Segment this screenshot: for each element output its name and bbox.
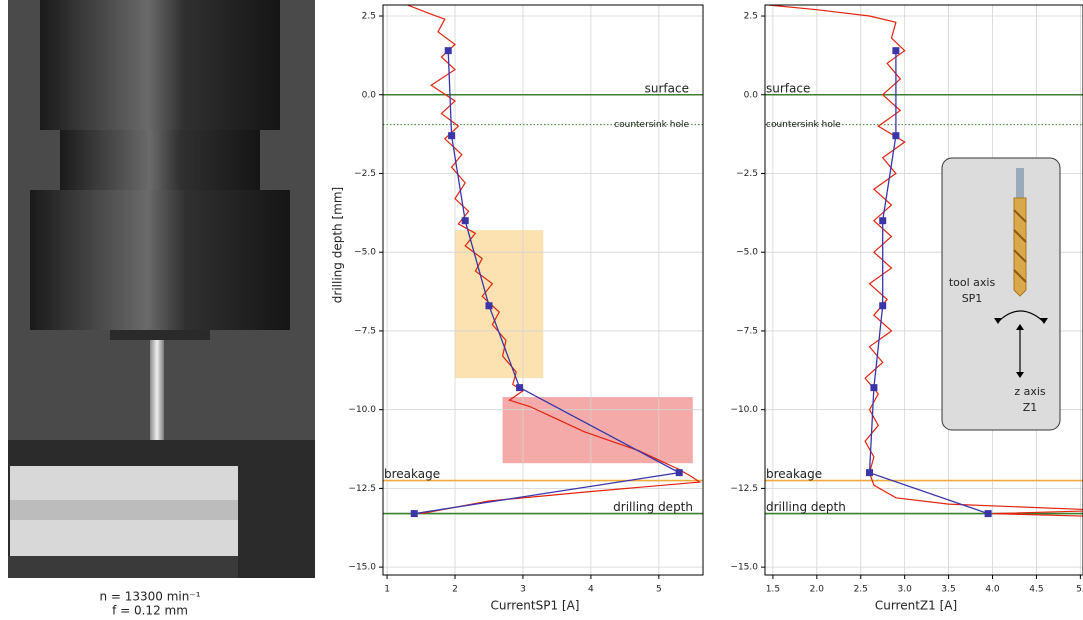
marker [892, 47, 899, 54]
marker [892, 132, 899, 139]
x-tick-label: 2 [452, 585, 458, 595]
annotation: drilling depth [613, 500, 693, 514]
x-tick-label: 5 [656, 585, 662, 595]
x-tick-label: 4 [588, 585, 594, 595]
inset-label: z axis [1014, 385, 1046, 398]
marker [485, 302, 492, 309]
y-tick-label: −5.0 [736, 248, 758, 258]
y-tick-label: −2.5 [736, 169, 758, 179]
x-tick-label: 1.5 [766, 585, 780, 595]
annotation: surface [766, 81, 810, 95]
y-tick-label: −10.0 [730, 405, 758, 415]
x-tick-label: 2.0 [810, 585, 825, 595]
x-axis-label: CurrentSP1 [A] [491, 599, 580, 613]
annotation: countersink hole [614, 120, 689, 130]
marker [448, 132, 455, 139]
marker [866, 469, 873, 476]
inset-label: SP1 [962, 292, 983, 305]
y-tick-label: 0.0 [362, 90, 377, 100]
annotation: surface [645, 81, 689, 95]
photo: n = 13300 min⁻¹ f = 0.12 mm [8, 0, 315, 616]
x-axis-label: CurrentZ1 [A] [875, 599, 957, 613]
x-tick-label: 4.5 [1029, 585, 1043, 595]
y-tick-label: 2.5 [744, 12, 758, 22]
x-tick-label: 1 [384, 585, 390, 595]
annotation: drilling depth [766, 500, 846, 514]
marker [676, 469, 683, 476]
y-tick-label: 0.0 [744, 90, 759, 100]
x-tick-label: 4.0 [985, 585, 1000, 595]
inset: tool axis SP1 z axis Z1 [942, 158, 1060, 430]
annotation: breakage [384, 467, 440, 481]
caption: f = 0.12 mm [112, 604, 188, 617]
marker [445, 47, 452, 54]
y-tick-label: −5.0 [354, 248, 376, 258]
y-tick-label: −15.0 [730, 563, 758, 573]
marker [879, 217, 886, 224]
marker [870, 384, 877, 391]
annotation: countersink hole [766, 120, 841, 130]
y-tick-label: −7.5 [354, 326, 376, 336]
marker [411, 510, 418, 517]
inset-label: tool axis [949, 276, 996, 289]
y-tick-label: 2.5 [362, 12, 376, 22]
y-tick-label: −12.5 [348, 484, 376, 494]
x-tick-label: 3.0 [898, 585, 913, 595]
x-tick-label: 3 [520, 585, 526, 595]
marker [879, 302, 886, 309]
y-tick-label: −2.5 [354, 169, 376, 179]
marker [462, 217, 469, 224]
y-tick-label: −7.5 [736, 326, 758, 336]
annotation: breakage [766, 467, 822, 481]
inset-label: Z1 [1023, 401, 1038, 414]
marker [985, 510, 992, 517]
x-tick-label: 3.5 [941, 585, 955, 595]
caption: n = 13300 min⁻¹ [99, 590, 200, 604]
x-tick-label: 2.5 [854, 585, 868, 595]
y-tick-label: −12.5 [730, 484, 758, 494]
plot: 2.5 0.0 −2.5 −5.0 −7.5 −10.0 −12.5 −15.0 1 2 3 4 5 su… [331, 5, 704, 613]
y-axis-label: drilling depth [mm] [331, 187, 345, 303]
marker [516, 384, 523, 391]
x-tick-label: 5. [1076, 585, 1083, 595]
y-tick-label: −15.0 [348, 563, 376, 573]
y-tick-label: −10.0 [348, 405, 376, 415]
